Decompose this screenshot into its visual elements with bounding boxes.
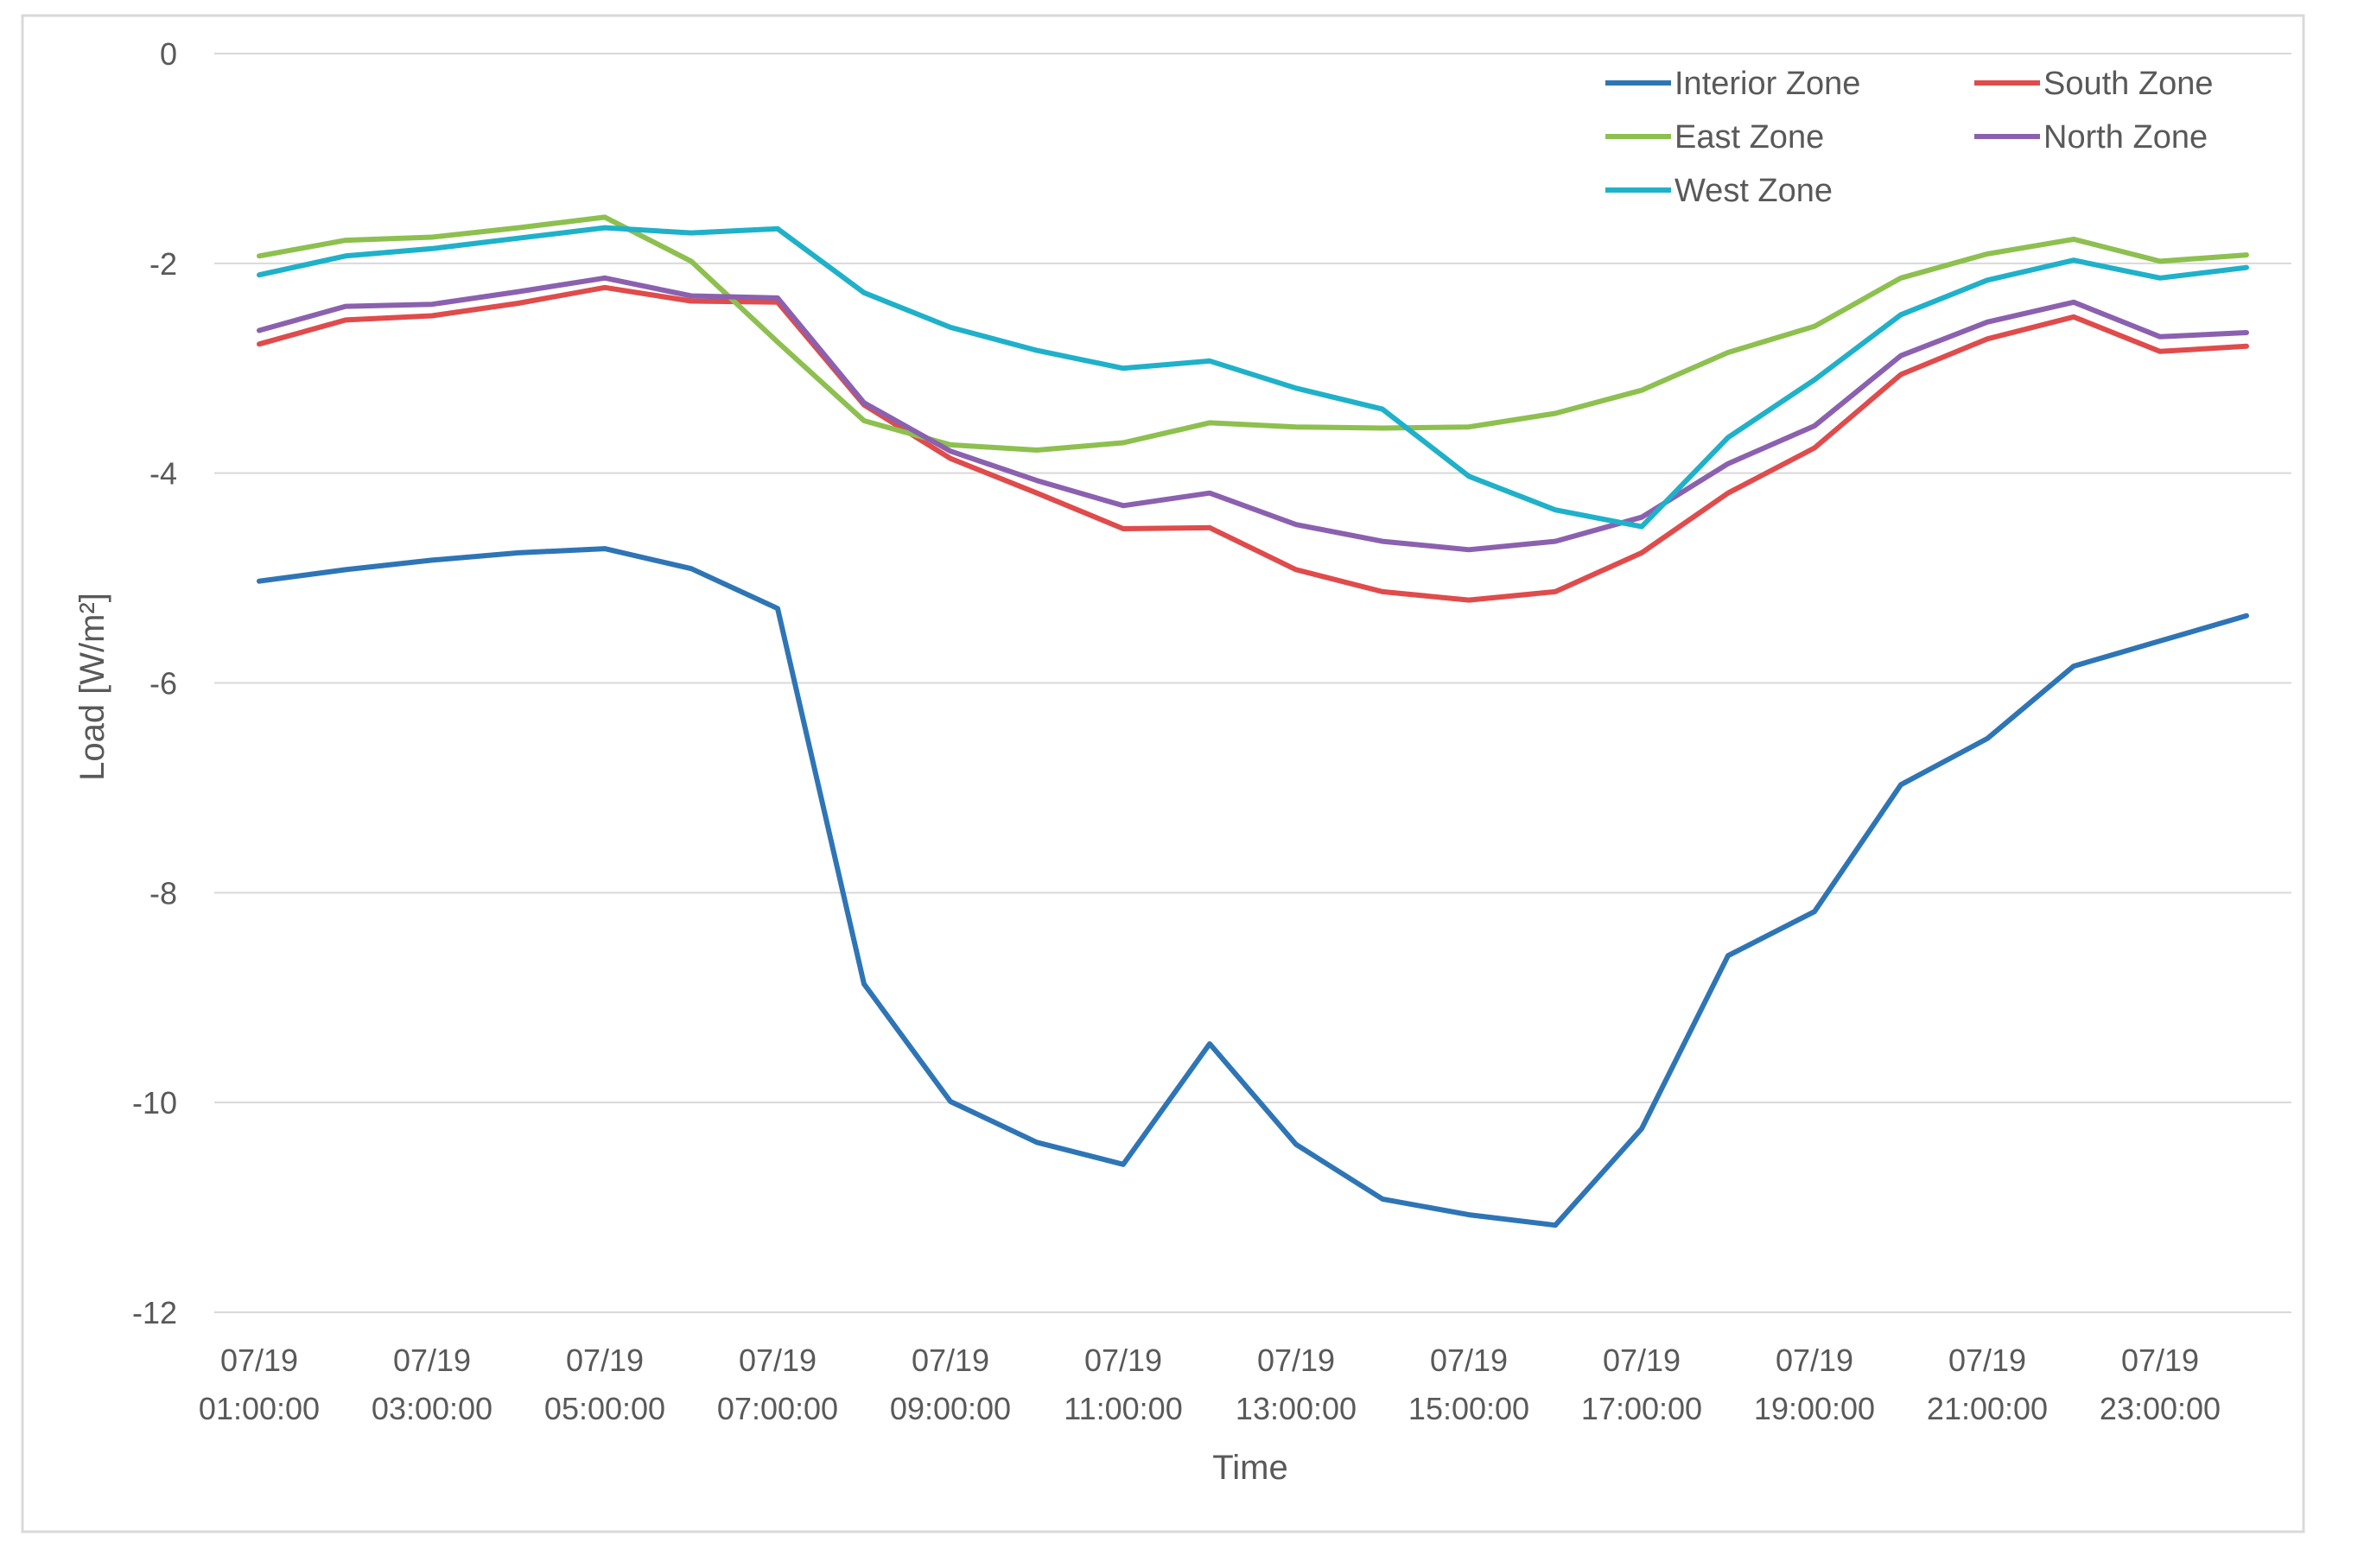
legend-label-north-zone: North Zone bbox=[2043, 119, 2208, 156]
legend: Interior Zone South Zone East Zone North Zo… bbox=[1605, 66, 2213, 209]
x-tick-time: 07:00:00 bbox=[717, 1391, 838, 1426]
x-axis-title: Time bbox=[1212, 1449, 1287, 1487]
series-line-east-zone bbox=[257, 214, 2249, 453]
gridlines bbox=[214, 53, 2291, 1313]
x-tick-date: 07/19 bbox=[739, 1343, 817, 1378]
x-tick-time: 19:00:00 bbox=[1754, 1391, 1875, 1426]
x-tick-time: 01:00:00 bbox=[199, 1391, 320, 1426]
x-tick-time: 17:00:00 bbox=[1581, 1391, 1702, 1426]
legend-label-south-zone: South Zone bbox=[2043, 66, 2213, 102]
x-tick-time: 15:00:00 bbox=[1408, 1391, 1529, 1426]
y-tick-label: 0 bbox=[160, 36, 177, 72]
x-tick-date: 07/19 bbox=[1776, 1343, 1853, 1378]
y-tick-label: -4 bbox=[149, 456, 177, 492]
x-tick-date: 07/19 bbox=[393, 1343, 471, 1378]
x-tick-time: 05:00:00 bbox=[544, 1391, 665, 1426]
x-tick-time: 23:00:00 bbox=[2100, 1391, 2221, 1426]
x-tick-date: 07/19 bbox=[912, 1343, 989, 1378]
x-tick-date: 07/19 bbox=[566, 1343, 644, 1378]
x-tick-time: 09:00:00 bbox=[890, 1391, 1011, 1426]
x-tick-time: 13:00:00 bbox=[1236, 1391, 1357, 1426]
x-tick-date: 07/19 bbox=[1084, 1343, 1162, 1378]
chart-frame bbox=[21, 14, 2305, 1533]
x-tick-date: 07/19 bbox=[1257, 1343, 1335, 1378]
x-tick-date: 07/19 bbox=[1948, 1343, 2026, 1378]
y-tick-label: -8 bbox=[149, 875, 177, 911]
y-tick-label: -6 bbox=[149, 666, 177, 701]
legend-label-interior-zone: Interior Zone bbox=[1674, 66, 1860, 102]
x-tick-date: 07/19 bbox=[2121, 1343, 2199, 1378]
series-lines bbox=[257, 214, 2249, 1228]
y-tick-label: -12 bbox=[132, 1295, 177, 1330]
y-tick-label: -2 bbox=[149, 246, 177, 282]
legend-label-east-zone: East Zone bbox=[1674, 119, 1824, 156]
x-tick-date: 07/19 bbox=[1603, 1343, 1681, 1378]
x-tick-time: 21:00:00 bbox=[1927, 1391, 2048, 1426]
series-line-west-zone bbox=[257, 225, 2249, 530]
series-line-interior-zone bbox=[257, 546, 2249, 1228]
y-axis-ticks: 0 -2 -4 -6 -8 -10 -12 bbox=[132, 36, 177, 1330]
x-tick-time: 03:00:00 bbox=[372, 1391, 492, 1426]
x-tick-time: 11:00:00 bbox=[1064, 1391, 1182, 1426]
series-line-north-zone bbox=[257, 275, 2249, 553]
x-tick-date: 07/19 bbox=[220, 1343, 298, 1378]
x-axis-ticks: 07/19 01:00:00 07/19 03:00:00 07/19 05:00:00 0… bbox=[199, 1343, 2221, 1426]
y-axis-title: Load [W/m²] bbox=[73, 593, 111, 781]
x-tick-date: 07/19 bbox=[1430, 1343, 1508, 1378]
series-line-south-zone bbox=[257, 284, 2249, 603]
legend-label-west-zone: West Zone bbox=[1674, 173, 1833, 209]
y-tick-label: -10 bbox=[132, 1085, 177, 1120]
